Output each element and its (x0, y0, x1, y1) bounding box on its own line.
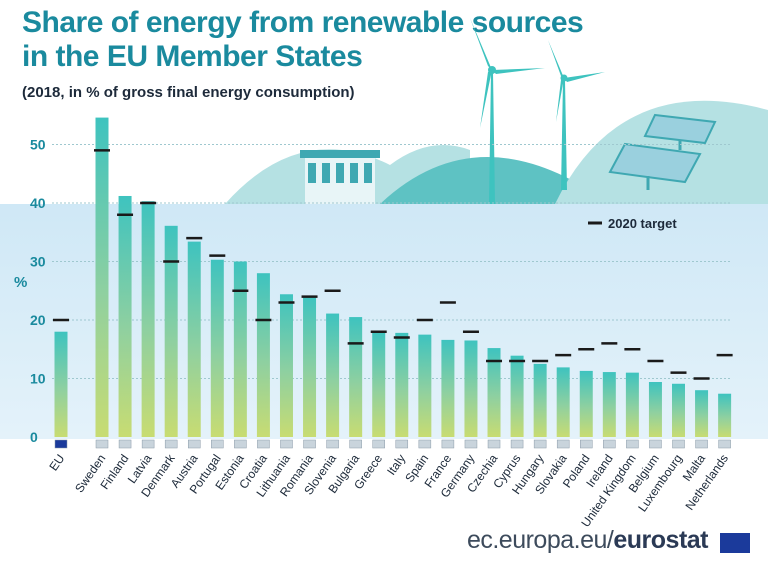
flag-icon (372, 439, 385, 449)
source-brand: eurostat (613, 526, 708, 554)
bar (303, 297, 317, 437)
flag-icon (118, 439, 132, 449)
flag-icon (280, 439, 293, 449)
flag-icon (349, 439, 362, 449)
y-tick-label: 50 (30, 137, 46, 153)
country-flags (54, 439, 731, 449)
bar (372, 331, 386, 437)
background-scene (225, 18, 768, 204)
y-axis-ticks: 0 10 20 30 40 50 (30, 137, 46, 446)
bar (233, 261, 247, 437)
eu-flag-icon (720, 533, 750, 553)
y-tick-label: 40 (30, 195, 46, 211)
flag-icon (464, 439, 478, 449)
dam-icon (300, 150, 380, 204)
flag-icon (510, 439, 524, 449)
flag-icon (164, 439, 178, 449)
bar (326, 313, 340, 437)
bar (95, 117, 109, 437)
bar (510, 355, 524, 437)
bar (487, 348, 501, 437)
y-tick-label: 30 (30, 254, 46, 270)
legend: 2020 target (588, 216, 677, 231)
bar (187, 241, 201, 437)
bar (256, 273, 270, 437)
bar (648, 382, 662, 437)
flag-icon (54, 439, 68, 449)
flag-icon (556, 439, 570, 449)
bar (54, 331, 68, 437)
flag-icon (303, 439, 316, 449)
source-prefix: ec.europa.eu/ (466, 526, 614, 554)
flag-icon (649, 439, 662, 449)
bar (464, 340, 478, 437)
legend-target-label: 2020 target (608, 216, 677, 231)
subtitle: (2018, in % of gross final energy consum… (22, 84, 355, 101)
flag-icon (141, 439, 155, 449)
x-tick-label: EU (46, 452, 67, 474)
bars (54, 117, 732, 437)
title-line-2: in the EU Member States (22, 40, 363, 73)
bar (672, 383, 685, 437)
flag-icon (257, 439, 270, 449)
flag-icon (95, 439, 109, 449)
flag-icon (487, 439, 501, 449)
flag-icon (418, 439, 432, 449)
flag-icon (326, 439, 339, 449)
bar (418, 334, 432, 437)
target-markers (53, 149, 733, 380)
flag-icon (533, 439, 547, 449)
solar-panel-icon (608, 142, 702, 190)
flag-icon (626, 439, 639, 449)
title-line-1: Share of energy from renewable sources (22, 6, 584, 39)
bar (164, 225, 178, 437)
bar (533, 363, 547, 437)
y-axis-label: % (14, 274, 27, 291)
flag-icon (441, 439, 455, 449)
bar (695, 390, 709, 437)
bar (602, 372, 616, 437)
source-credit: ec.europa.eu/eurostat (466, 526, 709, 555)
bar (349, 317, 363, 437)
flag-icon (234, 439, 247, 449)
flag-icon (580, 439, 593, 449)
bar (210, 259, 224, 437)
y-tick-label: 20 (30, 312, 46, 328)
flag-icon (187, 439, 201, 449)
bar (441, 339, 455, 437)
bar (625, 372, 639, 437)
solar-panel-icon (643, 113, 717, 150)
bar (718, 393, 732, 437)
bar (118, 195, 132, 437)
bar (279, 294, 293, 437)
flag-icon (718, 439, 731, 449)
bar (395, 332, 409, 437)
bar (141, 201, 155, 437)
flag-icon (395, 439, 409, 449)
y-tick-label: 0 (30, 429, 38, 445)
bar (556, 367, 570, 437)
flag-icon (695, 439, 708, 449)
flag-icon (211, 439, 224, 449)
bar (579, 370, 593, 437)
flag-icon (672, 439, 685, 449)
x-axis-labels: EU SwedenFinlandLatviaDenmarkAustriaPortu… (46, 451, 731, 530)
wind-turbine-icon (470, 18, 545, 204)
flag-icon (603, 439, 616, 449)
wind-turbine-icon (548, 40, 605, 190)
y-tick-label: 10 (30, 371, 46, 387)
